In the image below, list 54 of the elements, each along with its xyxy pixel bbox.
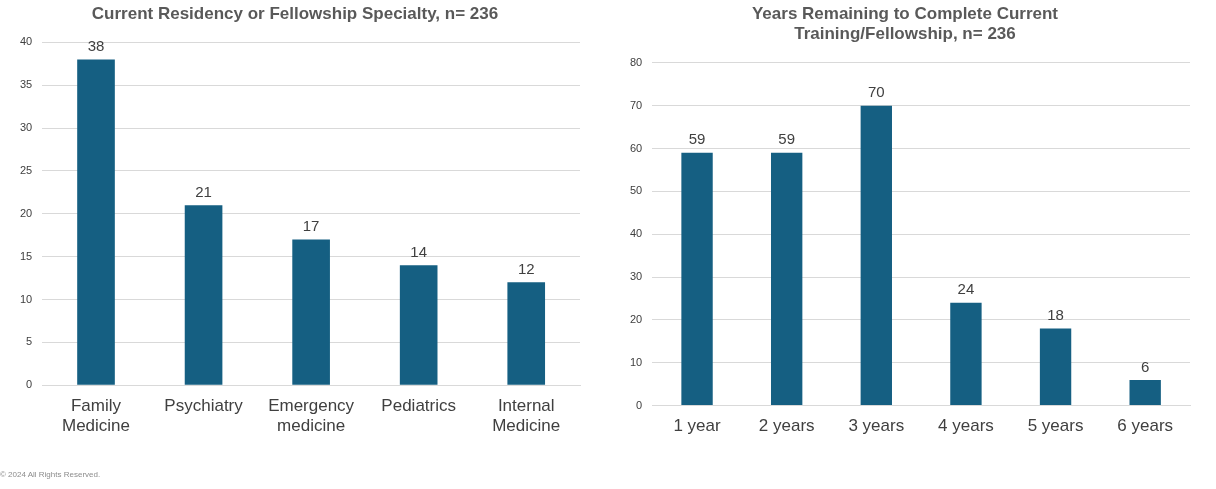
bar [1039, 328, 1072, 406]
x-tick-label: 6 years [1117, 416, 1174, 436]
data-label: 21 [195, 182, 212, 200]
bar [1129, 379, 1161, 406]
data-label: 14 [410, 242, 428, 260]
chart-title: Years Remaining to Complete Current Training/Fellowship, n= 236 [751, 3, 1059, 44]
y-tick-label: 10 [629, 355, 643, 368]
x-tick-label: Emergency medicine [268, 396, 355, 436]
y-tick-label: 10 [19, 292, 33, 305]
bar [860, 105, 892, 406]
data-label: 38 [87, 37, 105, 55]
data-label: 24 [957, 280, 975, 298]
chart-title: Current Residency or Fellowship Specialty, n= 236 [91, 3, 499, 23]
bar [399, 265, 438, 385]
x-tick-label: Internal Medicine [492, 396, 561, 436]
x-tick-label: 5 years [1027, 416, 1084, 436]
bar [770, 152, 803, 406]
x-tick-label: 2 years [758, 416, 815, 436]
y-tick-label: 80 [629, 55, 643, 68]
data-label: 59 [688, 130, 706, 148]
x-tick-label: Pediatrics [381, 396, 456, 416]
y-tick-label: 0 [636, 398, 643, 411]
x-tick-label: 3 years [848, 416, 905, 436]
y-tick-label: 5 [26, 335, 33, 348]
y-tick-label: 30 [629, 270, 643, 283]
data-label: 18 [1047, 306, 1064, 324]
y-tick-label: 20 [629, 312, 643, 325]
data-label: 59 [778, 130, 796, 148]
data-label: 70 [867, 83, 885, 101]
bar [77, 59, 115, 385]
y-tick-label: 35 [19, 78, 33, 91]
data-label: 17 [302, 217, 320, 235]
bar [292, 239, 330, 385]
x-tick-label: Psychiatry [164, 396, 244, 416]
bar [184, 205, 223, 385]
data-label: 6 [1141, 357, 1150, 375]
y-tick-label: 25 [19, 163, 33, 176]
y-tick-label: 20 [19, 206, 33, 219]
x-tick-label: 1 year [673, 416, 722, 436]
bar [950, 302, 982, 406]
y-tick-label: 70 [629, 98, 643, 111]
bar [681, 152, 713, 406]
y-tick-label: 0 [26, 378, 33, 391]
x-tick-label: 4 years [938, 416, 994, 436]
text: © 2024 All Rights Reserved. [0, 470, 102, 479]
y-tick-label: 30 [19, 121, 33, 134]
bar [507, 282, 546, 385]
y-tick-label: 40 [629, 227, 643, 240]
y-tick-label: 15 [19, 249, 33, 262]
x-tick-label: Family Medicine [61, 396, 131, 436]
data-label: 12 [517, 260, 535, 277]
y-tick-label: 60 [629, 141, 643, 154]
y-tick-label: 50 [629, 184, 643, 197]
y-tick-label: 40 [19, 35, 33, 48]
